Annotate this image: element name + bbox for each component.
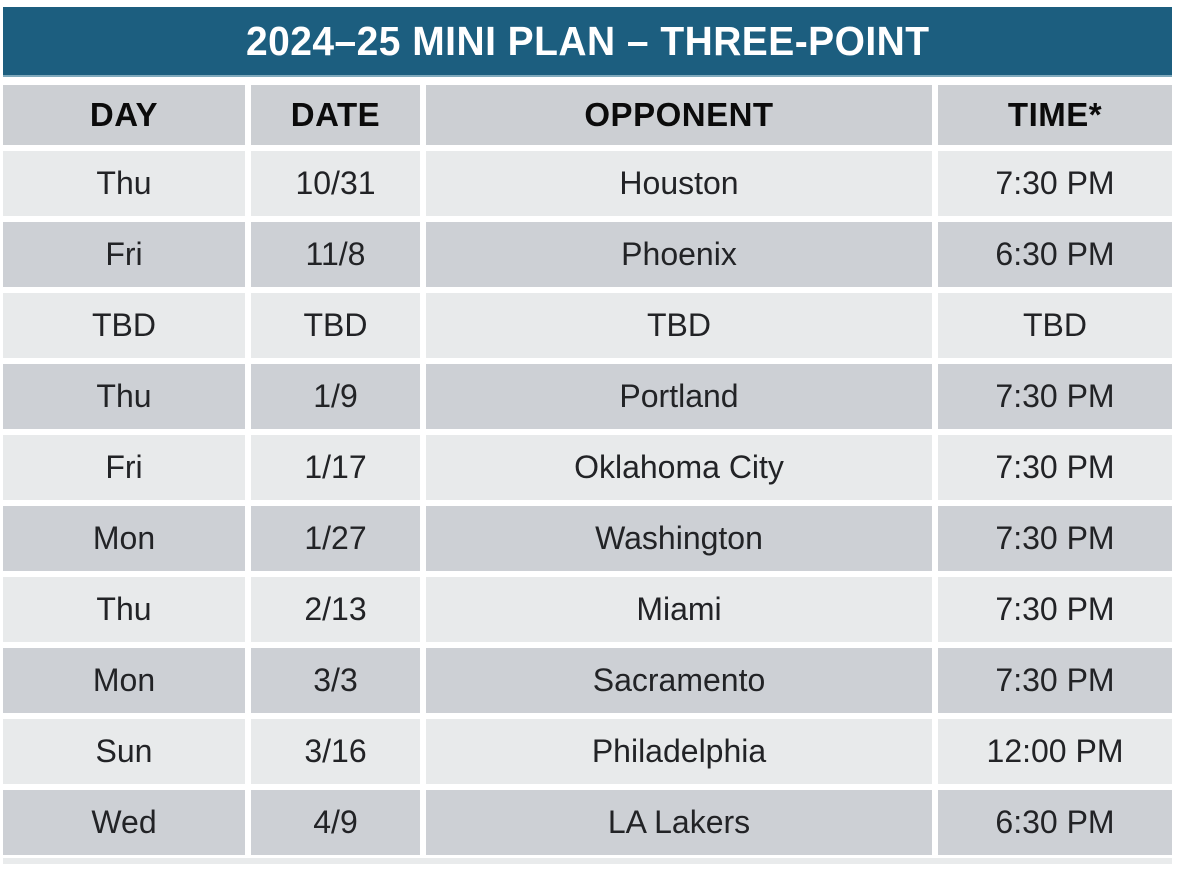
table-cell-row9-col2: 3/16 <box>251 719 420 784</box>
table-cell-row4-col1: Thu <box>3 364 245 429</box>
table-cell-row4-col4: 7:30 PM <box>938 364 1172 429</box>
column-header-time: TIME* <box>938 85 1172 145</box>
table-cell-row6-col4: 7:30 PM <box>938 506 1172 571</box>
table-cell-row6-col1: Mon <box>3 506 245 571</box>
table-cell-row3-col1: TBD <box>3 293 245 358</box>
table-cell-row9-col1: Sun <box>3 719 245 784</box>
table-cell-row1-col2: 10/31 <box>251 151 420 216</box>
table-cell-row7-col3: Miami <box>426 577 932 642</box>
table-cell-row5-col4: 7:30 PM <box>938 435 1172 500</box>
table-cell-row7-col1: Thu <box>3 577 245 642</box>
column-header-date: DATE <box>251 85 420 145</box>
table-cell-row5-col2: 1/17 <box>251 435 420 500</box>
table-cell-row10-col4: 6:30 PM <box>938 790 1172 855</box>
table-cell-row1-col3: Houston <box>426 151 932 216</box>
column-header-day: DAY <box>3 85 245 145</box>
table-cell-row8-col3: Sacramento <box>426 648 932 713</box>
table-cell-row10-col1: Wed <box>3 790 245 855</box>
table-cell-row6-col2: 1/27 <box>251 506 420 571</box>
partial-next-row-sliver <box>3 858 1172 864</box>
schedule-table: DAY DATE OPPONENT TIME* Thu 10/31 Houston 7… <box>3 85 1172 855</box>
table-cell-row9-col3: Philadelphia <box>426 719 932 784</box>
table-cell-row8-col4: 7:30 PM <box>938 648 1172 713</box>
table-cell-row2-col2: 11/8 <box>251 222 420 287</box>
table-cell-row1-col4: 7:30 PM <box>938 151 1172 216</box>
table-cell-row6-col3: Washington <box>426 506 932 571</box>
table-cell-row4-col3: Portland <box>426 364 932 429</box>
column-header-opponent: OPPONENT <box>426 85 932 145</box>
table-cell-row2-col4: 6:30 PM <box>938 222 1172 287</box>
table-cell-row3-col4: TBD <box>938 293 1172 358</box>
table-cell-row2-col1: Fri <box>3 222 245 287</box>
table-cell-row5-col3: Oklahoma City <box>426 435 932 500</box>
table-cell-row8-col1: Mon <box>3 648 245 713</box>
table-cell-row7-col2: 2/13 <box>251 577 420 642</box>
table-cell-row10-col3: LA Lakers <box>426 790 932 855</box>
table-cell-row8-col2: 3/3 <box>251 648 420 713</box>
table-cell-row3-col2: TBD <box>251 293 420 358</box>
table-cell-row1-col1: Thu <box>3 151 245 216</box>
table-cell-row3-col3: TBD <box>426 293 932 358</box>
table-title-bar: 2024–25 MINI PLAN – THREE-POINT <box>3 7 1172 77</box>
table-cell-row9-col4: 12:00 PM <box>938 719 1172 784</box>
table-cell-row4-col2: 1/9 <box>251 364 420 429</box>
table-cell-row5-col1: Fri <box>3 435 245 500</box>
table-cell-row2-col3: Phoenix <box>426 222 932 287</box>
table-cell-row10-col2: 4/9 <box>251 790 420 855</box>
page-title: 2024–25 MINI PLAN – THREE-POINT <box>245 17 930 64</box>
table-cell-row7-col4: 7:30 PM <box>938 577 1172 642</box>
